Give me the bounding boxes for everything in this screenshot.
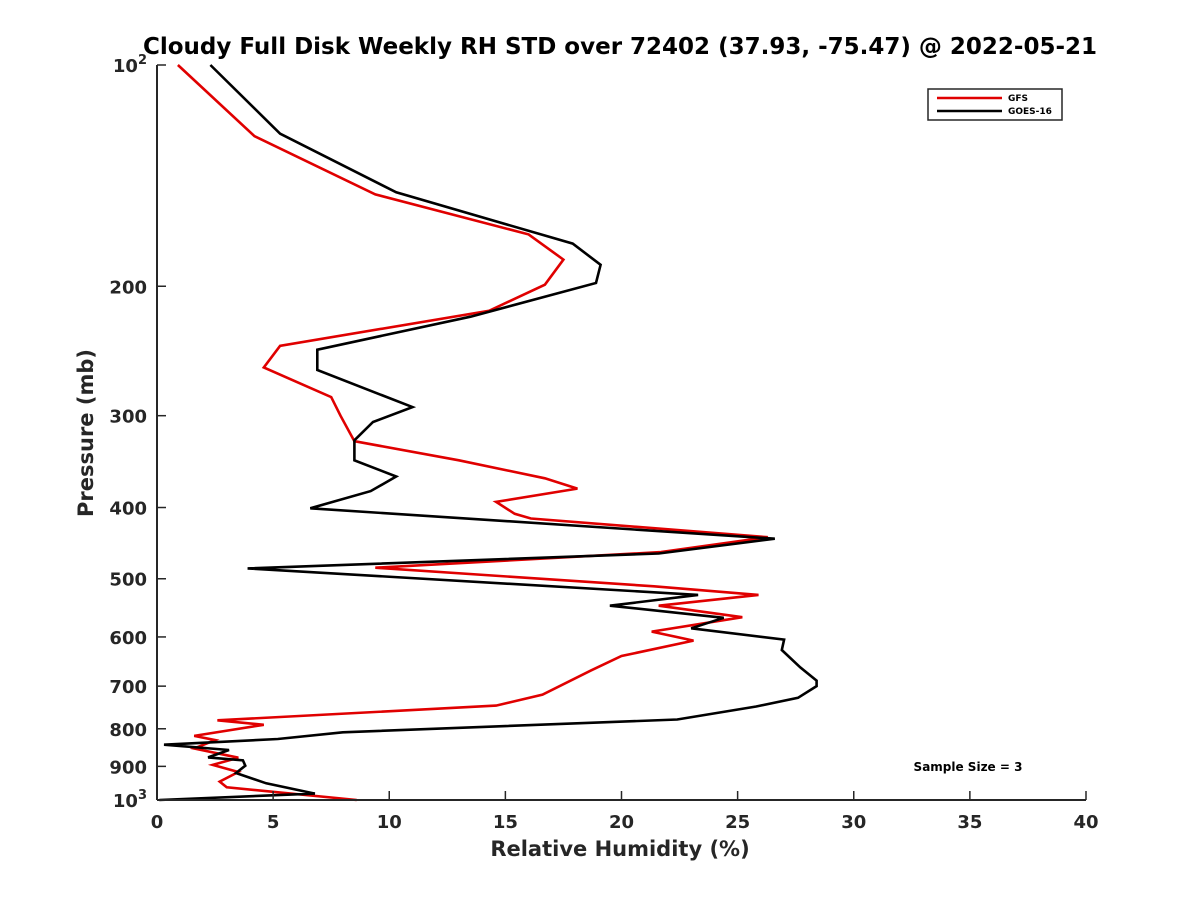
x-tick-label: 15 xyxy=(493,812,518,833)
y-tick-label: 900 xyxy=(109,757,147,778)
y-tick-label: 300 xyxy=(109,407,147,428)
legend-label-gfs: GFS xyxy=(1008,94,1028,104)
sample-size-annotation: Sample Size = 3 xyxy=(914,760,1023,774)
legend-label-goes16: GOES-16 xyxy=(1008,107,1052,117)
y-tick-label: 500 xyxy=(109,570,147,591)
y-tick-label: 400 xyxy=(109,499,147,520)
x-tick-label: 30 xyxy=(841,812,866,833)
x-ticks: 0 5 10 15 20 25 30 35 40 xyxy=(151,791,1099,833)
y-tick-label: 102 xyxy=(113,53,147,77)
x-tick-label: 25 xyxy=(725,812,750,833)
x-tick-label: 0 xyxy=(151,812,164,833)
series-line-goes16 xyxy=(159,64,818,802)
y-tick-label: 800 xyxy=(109,720,147,741)
x-tick-label: 5 xyxy=(267,812,280,833)
y-tick-label: 103 xyxy=(113,788,147,812)
y-axis-label: Pressure (mb) xyxy=(74,349,98,517)
legend-box xyxy=(927,88,1063,121)
x-tick-label: 20 xyxy=(609,812,634,833)
y-tick-label: 700 xyxy=(109,677,147,698)
x-axis-label: Relative Humidity (%) xyxy=(490,837,749,861)
y-tick-label: 600 xyxy=(109,628,147,649)
x-tick-label: 10 xyxy=(377,812,402,833)
y-ticks: 102 200 300 400 500 600 700 800 900 103 xyxy=(109,53,166,812)
legend: GFS GOES-16 xyxy=(927,88,1063,121)
y-tick-label: 200 xyxy=(109,277,147,298)
chart-title: Cloudy Full Disk Weekly RH STD over 7240… xyxy=(143,34,1097,60)
x-tick-label: 40 xyxy=(1073,812,1098,833)
series-layer xyxy=(159,64,818,802)
x-tick-label: 35 xyxy=(957,812,982,833)
